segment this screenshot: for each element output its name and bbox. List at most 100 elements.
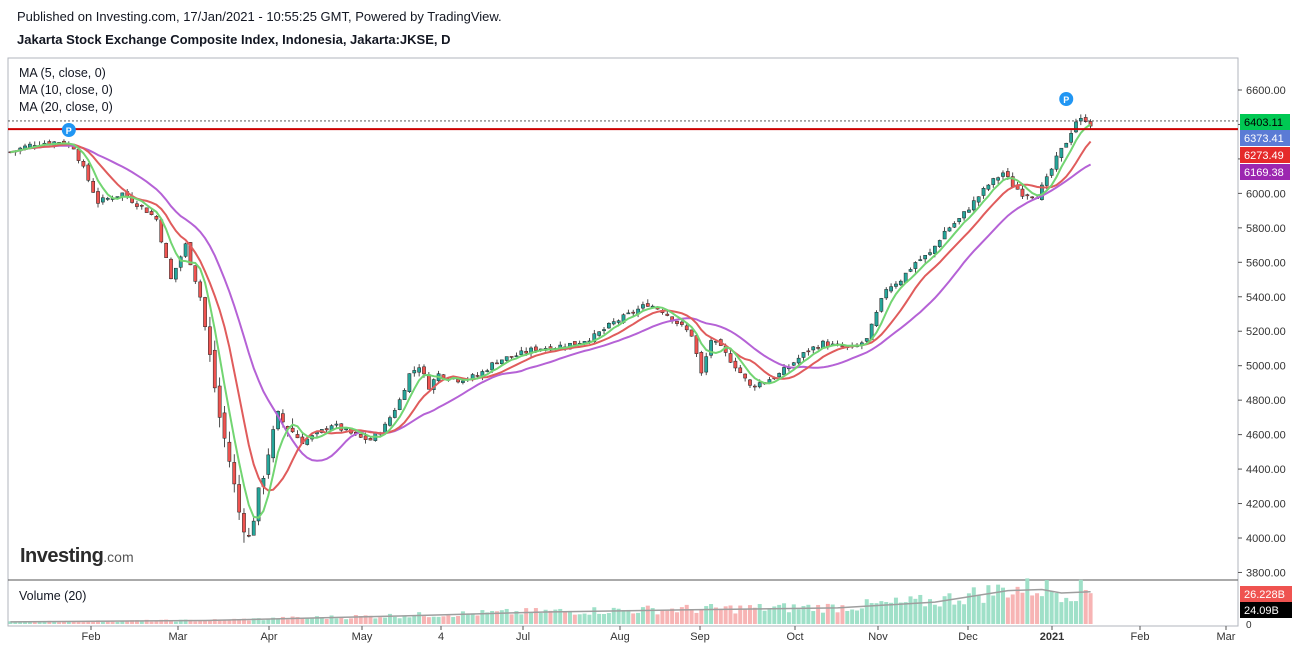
candle-body <box>1049 168 1054 176</box>
volume-bar <box>387 613 392 624</box>
volume-bar <box>757 604 762 624</box>
volume-bar <box>115 622 120 624</box>
candle-body <box>397 399 402 410</box>
volume-bar <box>178 619 183 624</box>
volume-bar <box>426 617 431 624</box>
volume-bar <box>777 604 782 624</box>
volume-bar <box>349 618 354 624</box>
volume-bar <box>305 617 310 624</box>
ma10-legend: MA (10, close, 0) <box>19 83 113 97</box>
x-tick-label: Sep <box>690 631 710 643</box>
volume-bar <box>504 608 509 624</box>
volume-bar <box>81 622 86 624</box>
volume-bar <box>820 612 825 624</box>
x-tick-label: Feb <box>82 631 101 643</box>
volume-bar <box>801 606 806 624</box>
p-marker <box>61 123 76 137</box>
candle-body <box>534 346 538 351</box>
candle-body <box>699 352 704 374</box>
volume-bar <box>611 607 616 624</box>
candle-body <box>76 149 81 161</box>
y-tick-label: 6000.00 <box>1246 188 1286 200</box>
volume-bar <box>324 618 329 624</box>
candle-body <box>256 487 261 522</box>
volume-bar <box>57 622 62 624</box>
candle-body <box>183 243 188 257</box>
candles <box>8 114 1093 543</box>
volume-bar <box>470 613 475 624</box>
candle-body <box>645 303 650 307</box>
volume-bar <box>606 613 611 624</box>
candle-body <box>222 412 227 439</box>
volume-bar <box>378 617 383 624</box>
volume-bar <box>460 611 465 624</box>
candle-body <box>991 178 996 185</box>
volume-bar <box>188 619 193 624</box>
volume-bar <box>1039 596 1044 624</box>
x-tick-label: 4 <box>438 631 444 643</box>
candle-body <box>971 200 976 211</box>
volume-bar <box>1005 597 1010 624</box>
volume-bar <box>752 607 757 624</box>
volume-bar <box>217 619 222 624</box>
volume-bar <box>558 608 563 624</box>
volume-bar <box>23 622 28 624</box>
candle-body <box>504 356 509 361</box>
candle-body <box>178 256 183 268</box>
volume-bar <box>524 608 529 624</box>
volume-bar <box>587 614 592 624</box>
volume-bar <box>499 610 504 624</box>
volume-bar <box>743 609 748 624</box>
candle-body <box>232 462 237 485</box>
candle-body <box>777 373 782 378</box>
volume-bar <box>134 620 139 624</box>
candle-body <box>490 362 494 371</box>
volume-bar <box>840 605 845 624</box>
volume-bar <box>417 612 422 624</box>
ma20-line <box>10 144 1092 462</box>
candle-body <box>675 320 679 324</box>
volume-bar <box>665 610 670 624</box>
volume-bar <box>159 619 164 624</box>
volume-bar <box>747 605 752 624</box>
volume-bar <box>397 618 402 624</box>
volume-bar <box>363 615 368 624</box>
volume-bar <box>767 608 772 624</box>
volume-label-box <box>1240 586 1292 602</box>
candle-body <box>996 177 1000 181</box>
candle-body <box>733 360 738 369</box>
volume-bar <box>256 618 261 624</box>
volume-bar <box>640 607 645 624</box>
candle-body <box>757 382 762 388</box>
candle-body <box>884 289 889 299</box>
x-tick-label: Apr <box>260 631 277 643</box>
volume-bar <box>246 620 251 624</box>
candle-body <box>1088 121 1093 127</box>
volume-bar <box>976 595 981 624</box>
volume-bar <box>670 608 675 624</box>
candle-body <box>981 188 986 196</box>
chart-title: Jakarta Stock Exchange Composite Index, … <box>17 32 451 47</box>
candle-body <box>1054 155 1059 170</box>
candle-body <box>1006 171 1010 177</box>
volume-bar <box>913 598 918 624</box>
ma20-legend: MA (20, close, 0) <box>19 100 113 114</box>
volume-bar <box>835 612 840 624</box>
candle-body <box>607 322 611 329</box>
volume-bar <box>533 608 538 624</box>
volume-bar <box>339 617 344 624</box>
volume-bar <box>675 612 680 624</box>
ma10-line <box>10 140 1092 492</box>
candle-body <box>957 218 962 223</box>
volume-bar <box>110 621 115 624</box>
candle-body <box>193 265 198 282</box>
volume-bar <box>1044 580 1049 624</box>
volume-bar <box>597 613 602 624</box>
candle-body <box>427 374 431 390</box>
volume-bar <box>13 621 18 624</box>
candle-body <box>417 367 421 373</box>
y-tick-label: 5600.00 <box>1246 257 1286 269</box>
volume-bar <box>723 606 728 624</box>
ma5-line <box>10 123 1092 519</box>
volume-bar <box>91 621 96 624</box>
